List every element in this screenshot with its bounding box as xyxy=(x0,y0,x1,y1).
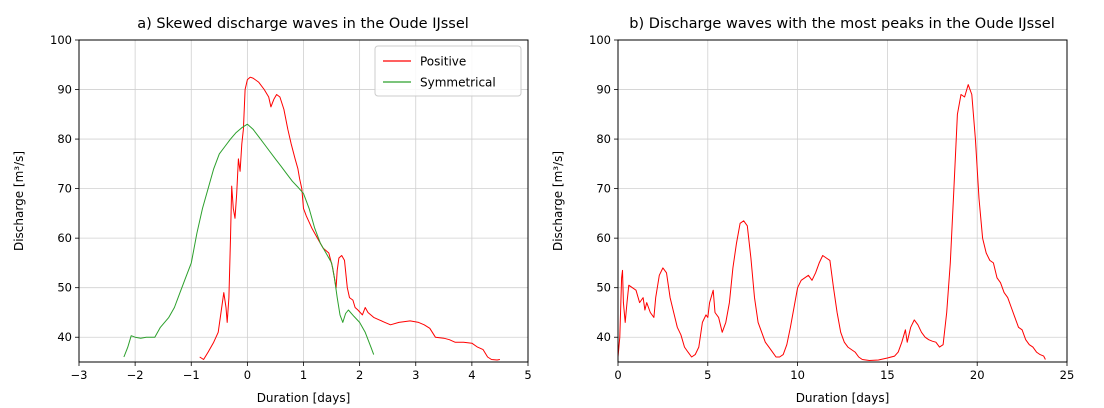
chart-b-y-axis-label: Discharge [m³/s] xyxy=(551,151,565,251)
x-tick-label: 10 xyxy=(790,368,805,382)
x-tick-label: 0 xyxy=(614,368,621,382)
y-tick-label: 50 xyxy=(596,281,611,295)
legend-box xyxy=(374,45,522,97)
series-line-series-1 xyxy=(617,84,1046,361)
y-tick-label: 80 xyxy=(57,132,72,146)
y-tick-label: 70 xyxy=(57,182,72,196)
x-tick-label: 15 xyxy=(880,368,895,382)
x-tick-label: −1 xyxy=(183,368,200,382)
y-tick-label: 100 xyxy=(50,33,72,47)
chart-a-title: a) Skewed discharge waves in the Oude IJ… xyxy=(137,16,469,32)
legend-label-positive: Positive xyxy=(420,55,466,69)
x-tick-label: 20 xyxy=(970,368,985,382)
x-tick-label: −2 xyxy=(127,368,144,382)
x-tick-label: 1 xyxy=(300,368,307,382)
chart-a-lines xyxy=(123,76,500,361)
chart-a-legend: Positive Symmetrical xyxy=(374,45,522,97)
x-tick-label: 5 xyxy=(704,368,711,382)
y-tick-label: 100 xyxy=(589,33,611,47)
chart-b: b) Discharge waves with the most peaks i… xyxy=(551,16,1074,405)
x-tick-label: 25 xyxy=(1060,368,1075,382)
x-tick-label: −3 xyxy=(71,368,88,382)
chart-b-y-ticks: 40 50 60 70 80 90 100 xyxy=(589,33,618,344)
chart-a-y-ticks: 40 50 60 70 80 90 100 xyxy=(50,33,79,344)
y-tick-label: 90 xyxy=(57,83,72,97)
x-tick-label: 5 xyxy=(524,368,531,382)
chart-b-lines xyxy=(617,84,1046,361)
y-tick-label: 70 xyxy=(596,182,611,196)
x-tick-label: 4 xyxy=(468,368,475,382)
y-tick-label: 60 xyxy=(57,231,72,245)
x-tick-label: 3 xyxy=(412,368,419,382)
chart-a: a) Skewed discharge waves in the Oude IJ… xyxy=(12,16,532,405)
series-line-positive xyxy=(199,76,500,361)
y-tick-label: 40 xyxy=(57,330,72,344)
y-tick-label: 60 xyxy=(596,231,611,245)
x-tick-label: 2 xyxy=(356,368,363,382)
x-tick-label: 0 xyxy=(244,368,251,382)
y-tick-label: 90 xyxy=(596,83,611,97)
chart-b-title: b) Discharge waves with the most peaks i… xyxy=(629,16,1055,32)
chart-a-x-axis-label: Duration [days] xyxy=(257,391,351,405)
series-line-symmetrical xyxy=(123,123,375,358)
chart-a-y-axis-label: Discharge [m³/s] xyxy=(12,151,26,251)
y-tick-label: 50 xyxy=(57,281,72,295)
legend-label-symmetrical: Symmetrical xyxy=(420,76,496,90)
chart-b-frame xyxy=(617,39,1068,363)
y-tick-label: 40 xyxy=(596,330,611,344)
chart-b-x-ticks: 0 5 10 15 20 25 xyxy=(614,362,1074,382)
y-tick-label: 80 xyxy=(596,132,611,146)
chart-a-x-ticks: −3 −2 −1 0 1 2 3 4 5 xyxy=(71,362,532,382)
chart-b-x-axis-label: Duration [days] xyxy=(796,391,890,405)
